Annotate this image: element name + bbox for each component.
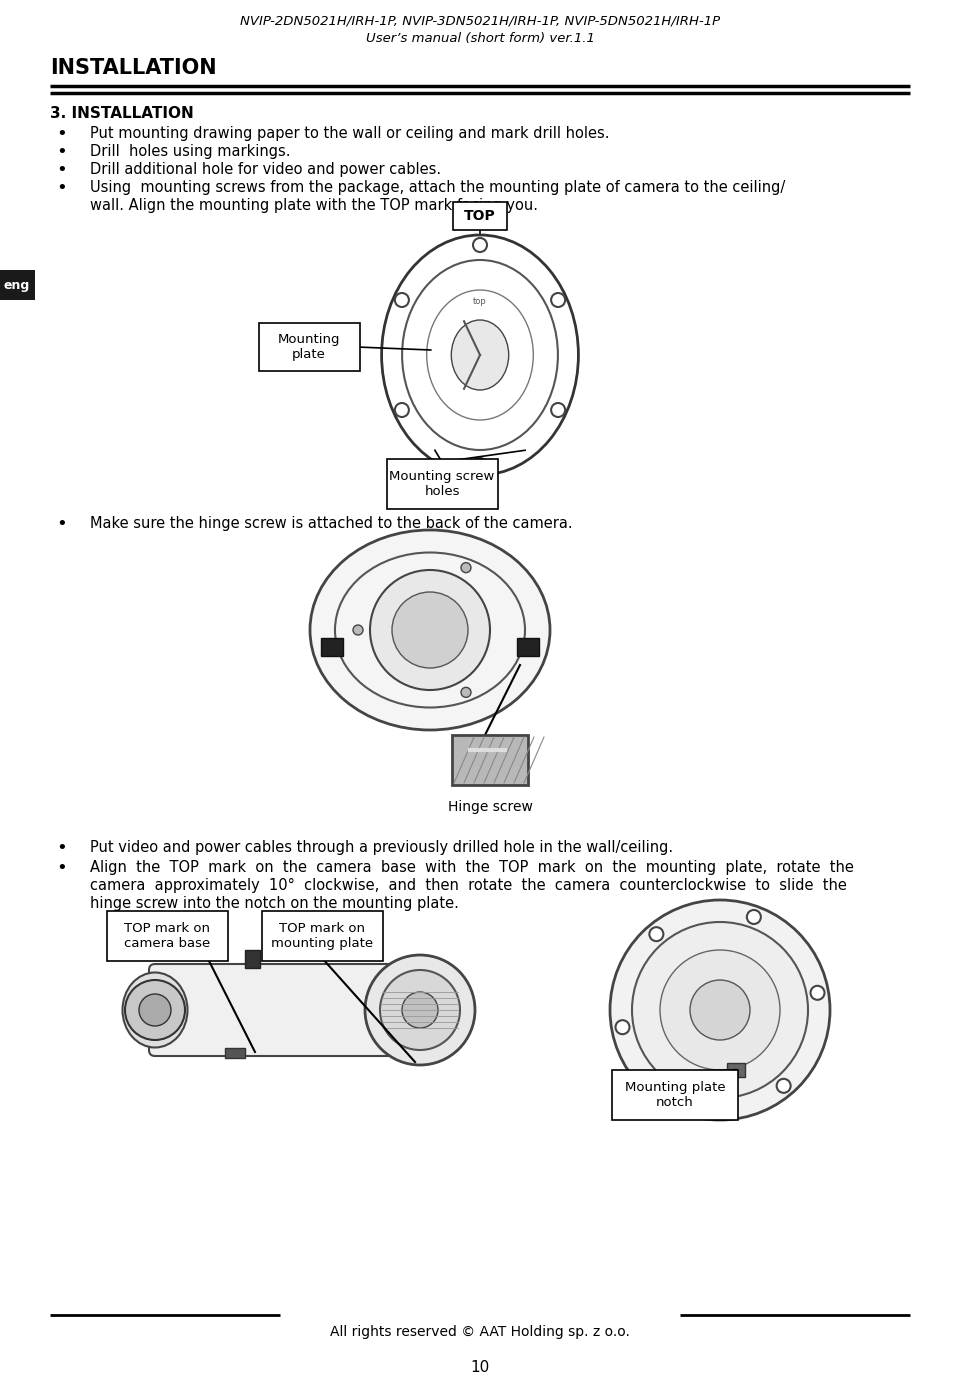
Text: hinge screw into the notch on the mounting plate.: hinge screw into the notch on the mounti… (90, 896, 459, 911)
FancyBboxPatch shape (453, 202, 507, 230)
Text: Mounting screw
holes: Mounting screw holes (390, 470, 494, 498)
Circle shape (370, 570, 490, 690)
Text: 10: 10 (470, 1360, 490, 1374)
Circle shape (461, 687, 471, 697)
Text: Put mounting drawing paper to the wall or ceiling and mark drill holes.: Put mounting drawing paper to the wall o… (90, 127, 610, 140)
Text: Drill additional hole for video and power cables.: Drill additional hole for video and powe… (90, 161, 442, 177)
Circle shape (402, 992, 438, 1028)
Circle shape (139, 995, 171, 1027)
FancyBboxPatch shape (107, 911, 228, 961)
Circle shape (365, 956, 475, 1066)
Circle shape (777, 1079, 791, 1093)
Circle shape (461, 562, 471, 573)
Text: Hinge screw: Hinge screw (447, 800, 533, 814)
Text: •: • (57, 839, 67, 857)
Ellipse shape (451, 320, 509, 389)
Circle shape (353, 625, 363, 636)
Circle shape (810, 986, 825, 1000)
Text: Drill  holes using markings.: Drill holes using markings. (90, 145, 291, 159)
FancyBboxPatch shape (245, 950, 260, 968)
Text: INSTALLATION: INSTALLATION (50, 58, 217, 78)
FancyBboxPatch shape (321, 638, 343, 657)
Text: eng: eng (4, 278, 30, 292)
Circle shape (679, 1096, 693, 1110)
Circle shape (632, 922, 808, 1097)
Text: camera  approximately  10°  clockwise,  and  then  rotate  the  camera  counterc: camera approximately 10° clockwise, and … (90, 878, 847, 893)
Text: top: top (473, 298, 487, 306)
Circle shape (551, 403, 565, 417)
Text: TOP mark on
mounting plate: TOP mark on mounting plate (271, 922, 373, 950)
FancyBboxPatch shape (0, 270, 35, 300)
Text: Mounting
plate: Mounting plate (277, 332, 340, 362)
Circle shape (395, 294, 409, 307)
Text: •: • (57, 143, 67, 161)
Circle shape (551, 294, 565, 307)
Text: TOP mark on
camera base: TOP mark on camera base (124, 922, 210, 950)
Circle shape (660, 950, 780, 1070)
Text: 3. INSTALLATION: 3. INSTALLATION (50, 106, 194, 121)
Text: Using  mounting screws from the package, attach the mounting plate of camera to : Using mounting screws from the package, … (90, 179, 785, 195)
Text: NVIP-2DN5021H/IRH-1P, NVIP-3DN5021H/IRH-1P, NVIP-5DN5021H/IRH-1P: NVIP-2DN5021H/IRH-1P, NVIP-3DN5021H/IRH-… (240, 15, 720, 28)
Text: •: • (57, 125, 67, 143)
Circle shape (610, 900, 830, 1120)
Text: Make sure the hinge screw is attached to the back of the camera.: Make sure the hinge screw is attached to… (90, 516, 572, 531)
Ellipse shape (123, 972, 187, 1047)
Circle shape (125, 981, 185, 1040)
Circle shape (690, 981, 750, 1040)
Text: Mounting plate
notch: Mounting plate notch (625, 1081, 726, 1109)
FancyBboxPatch shape (452, 734, 528, 785)
Circle shape (473, 238, 487, 252)
FancyBboxPatch shape (225, 1047, 245, 1059)
Circle shape (380, 970, 460, 1050)
FancyBboxPatch shape (727, 1063, 745, 1077)
Ellipse shape (310, 530, 550, 730)
FancyBboxPatch shape (517, 638, 540, 657)
Text: •: • (57, 161, 67, 179)
FancyBboxPatch shape (259, 323, 360, 371)
Text: Align  the  TOP  mark  on  the  camera  base  with  the  TOP  mark  on  the  mou: Align the TOP mark on the camera base wi… (90, 860, 853, 875)
Circle shape (747, 910, 761, 924)
Text: •: • (57, 515, 67, 533)
Circle shape (615, 1020, 630, 1034)
Text: User’s manual (short form) ver.1.1: User’s manual (short form) ver.1.1 (366, 32, 594, 45)
FancyBboxPatch shape (612, 1070, 738, 1120)
Text: All rights reserved © AAT Holding sp. z o.o.: All rights reserved © AAT Holding sp. z … (330, 1326, 630, 1340)
Text: Put video and power cables through a previously drilled hole in the wall/ceiling: Put video and power cables through a pre… (90, 840, 673, 855)
Circle shape (473, 458, 487, 472)
Circle shape (649, 928, 663, 942)
Circle shape (395, 403, 409, 417)
Circle shape (392, 593, 468, 668)
FancyBboxPatch shape (149, 964, 411, 1056)
FancyBboxPatch shape (387, 459, 498, 509)
Text: wall. Align the mounting plate with the TOP mark facing you.: wall. Align the mounting plate with the … (90, 198, 538, 213)
Text: •: • (57, 179, 67, 198)
Text: •: • (57, 860, 67, 876)
Text: TOP: TOP (464, 209, 496, 223)
FancyBboxPatch shape (262, 911, 383, 961)
